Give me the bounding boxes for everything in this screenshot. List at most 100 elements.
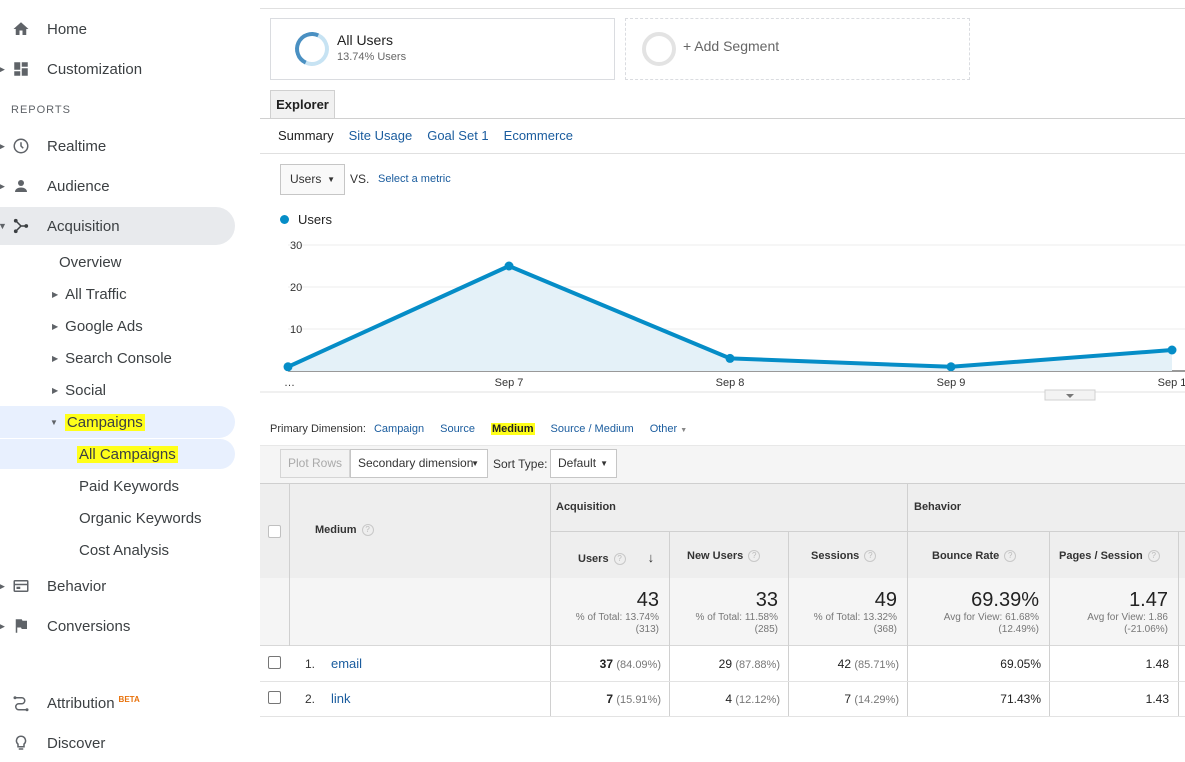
x-tick-label: Sep 9 <box>937 377 966 389</box>
attribution-icon <box>10 692 32 714</box>
explorer-subtabs: Summary Site Usage Goal Set 1 Ecommerce <box>278 128 573 143</box>
nav-overview[interactable]: Overview <box>59 253 122 271</box>
add-segment-button[interactable]: + Add Segment <box>625 18 970 80</box>
chart-point <box>504 261 514 271</box>
nav-campaigns[interactable]: ▼ Campaigns <box>0 406 235 438</box>
home-icon <box>10 18 32 40</box>
dim-medium[interactable]: Medium <box>490 423 535 435</box>
divider <box>260 8 1185 9</box>
report-main: All Users 13.74% Users + Add Segment Exp… <box>260 0 1185 750</box>
caret-right-icon: ▶ <box>0 620 5 631</box>
subtab-summary[interactable]: Summary <box>278 128 334 143</box>
clock-icon <box>10 135 32 157</box>
caret-right-icon: ▶ <box>52 289 59 299</box>
x-tick-label: Sep 7 <box>495 377 524 389</box>
caret-right-icon: ▶ <box>0 180 5 191</box>
chart-point <box>283 362 293 372</box>
nav-home[interactable]: Home <box>0 10 235 48</box>
x-tick-label: Sep 1 <box>1158 377 1185 389</box>
total-users-detail: % of Total: 13.74% (313) <box>575 612 659 635</box>
chart-area-fill <box>288 266 1172 371</box>
nav-acquisition[interactable]: ▼ Acquisition <box>0 207 235 245</box>
total-users: 43 <box>636 589 659 611</box>
sort-type-select[interactable]: Default ▼ <box>550 449 617 478</box>
nav-search-console[interactable]: ▶ Search Console <box>52 349 172 367</box>
select-metric-link[interactable]: Select a metric <box>378 173 451 185</box>
total-bounce-rate-detail: Avg for View: 61.68% (12.49%) <box>943 612 1039 635</box>
person-icon <box>10 175 32 197</box>
help-icon: ? <box>748 550 761 563</box>
row-link-link[interactable]: link <box>331 691 351 706</box>
chevron-down-icon <box>1066 394 1074 398</box>
nav-audience[interactable]: ▶ Audience <box>0 167 235 205</box>
row-checkbox[interactable] <box>268 656 281 669</box>
nav-attribution[interactable]: Attribution BETA <box>0 684 235 722</box>
help-icon: ? <box>864 550 877 563</box>
nav-realtime[interactable]: ▶ Realtime <box>0 127 235 165</box>
col-header-bounce-rate[interactable]: Bounce Rate? <box>932 550 1017 563</box>
total-pages-session-detail: Avg for View: 1.86 (-21.06%) <box>1087 612 1168 635</box>
chevron-down-icon: ▼ <box>680 427 688 434</box>
total-new-users-detail: % of Total: 11.58% (285) <box>695 612 778 635</box>
chart-point <box>946 362 956 372</box>
nav-social[interactable]: ▶ Social <box>52 381 107 399</box>
chart-point <box>1167 345 1177 355</box>
reports-header: REPORTS <box>11 104 71 116</box>
group-header-behavior: Behavior <box>914 501 962 513</box>
help-icon: ? <box>1004 550 1017 563</box>
caret-down-icon: ▼ <box>0 221 7 231</box>
total-sessions: 49 <box>874 589 897 611</box>
plot-rows-button[interactable]: Plot Rows <box>280 449 351 478</box>
legend-label: Users <box>298 212 332 227</box>
nav-cost-analysis[interactable]: Cost Analysis <box>79 541 170 559</box>
col-header-new-users[interactable]: New Users? <box>687 550 761 563</box>
caret-right-icon: ▶ <box>0 580 5 591</box>
x-tick-label: … <box>284 377 295 389</box>
select-all-checkbox[interactable] <box>268 525 281 538</box>
subtab-ecommerce[interactable]: Ecommerce <box>503 128 574 143</box>
nav-discover[interactable]: Discover <box>0 724 235 762</box>
y-tick-label: 20 <box>290 282 302 294</box>
caret-right-icon: ▶ <box>0 140 5 151</box>
group-header-acquisition: Acquisition <box>556 501 616 513</box>
nav-conversions[interactable]: ▶ Conversions <box>0 607 235 645</box>
nav-all-traffic[interactable]: ▶ All Traffic <box>52 285 127 303</box>
col-header-pages-session[interactable]: Pages / Session? <box>1059 550 1160 563</box>
caret-right-icon: ▶ <box>0 63 5 74</box>
nav-behavior[interactable]: ▶ Behavior <box>0 567 235 605</box>
dim-campaign[interactable]: Campaign <box>373 423 425 435</box>
nav-organic-keywords[interactable]: Organic Keywords <box>79 509 202 527</box>
dim-source-medium[interactable]: Source / Medium <box>550 423 634 435</box>
subtab-site-usage[interactable]: Site Usage <box>348 128 413 143</box>
tab-explorer[interactable]: Explorer <box>270 90 335 119</box>
caret-right-icon: ▶ <box>52 353 59 363</box>
y-tick-label: 10 <box>290 324 302 336</box>
total-bounce-rate: 69.39% <box>971 589 1039 611</box>
sort-type-label: Sort Type: <box>493 457 548 471</box>
nav-google-ads[interactable]: ▶ Google Ads <box>52 317 143 335</box>
secondary-dimension-select[interactable]: Secondary dimension ▼ <box>350 449 488 478</box>
nav-paid-keywords[interactable]: Paid Keywords <box>79 477 180 495</box>
nav-all-campaigns[interactable]: All Campaigns <box>0 439 235 469</box>
col-header-sessions[interactable]: Sessions? <box>811 550 877 563</box>
lightbulb-icon <box>10 732 32 754</box>
metric-select[interactable]: Users ▼ <box>280 164 345 195</box>
divider <box>260 118 1185 119</box>
segment-all-users[interactable]: All Users 13.74% Users <box>270 18 615 80</box>
col-header-users[interactable]: Users? ↓ <box>578 550 655 566</box>
users-line-chart: 30 20 10 … Sep 7 Sep 8 Sep 9 Sep 1 <box>260 240 1185 401</box>
subtab-goal-set-1[interactable]: Goal Set 1 <box>427 128 489 143</box>
nav-customization[interactable]: ▶ Customization <box>0 50 235 88</box>
row-checkbox[interactable] <box>268 691 281 704</box>
dropdown-arrow-icon: ▼ <box>327 175 335 184</box>
table-header <box>260 483 1185 578</box>
caret-right-icon: ▶ <box>52 321 59 331</box>
chart-point <box>725 353 735 363</box>
help-icon: ? <box>361 524 374 537</box>
acquisition-icon <box>10 215 32 237</box>
dim-source[interactable]: Source <box>440 423 475 435</box>
col-header-medium[interactable]: Medium? <box>315 524 374 537</box>
dim-other[interactable]: Other ▼ <box>649 423 688 435</box>
dropdown-arrow-icon: ▼ <box>600 459 608 468</box>
row-link-email[interactable]: email <box>331 656 363 671</box>
